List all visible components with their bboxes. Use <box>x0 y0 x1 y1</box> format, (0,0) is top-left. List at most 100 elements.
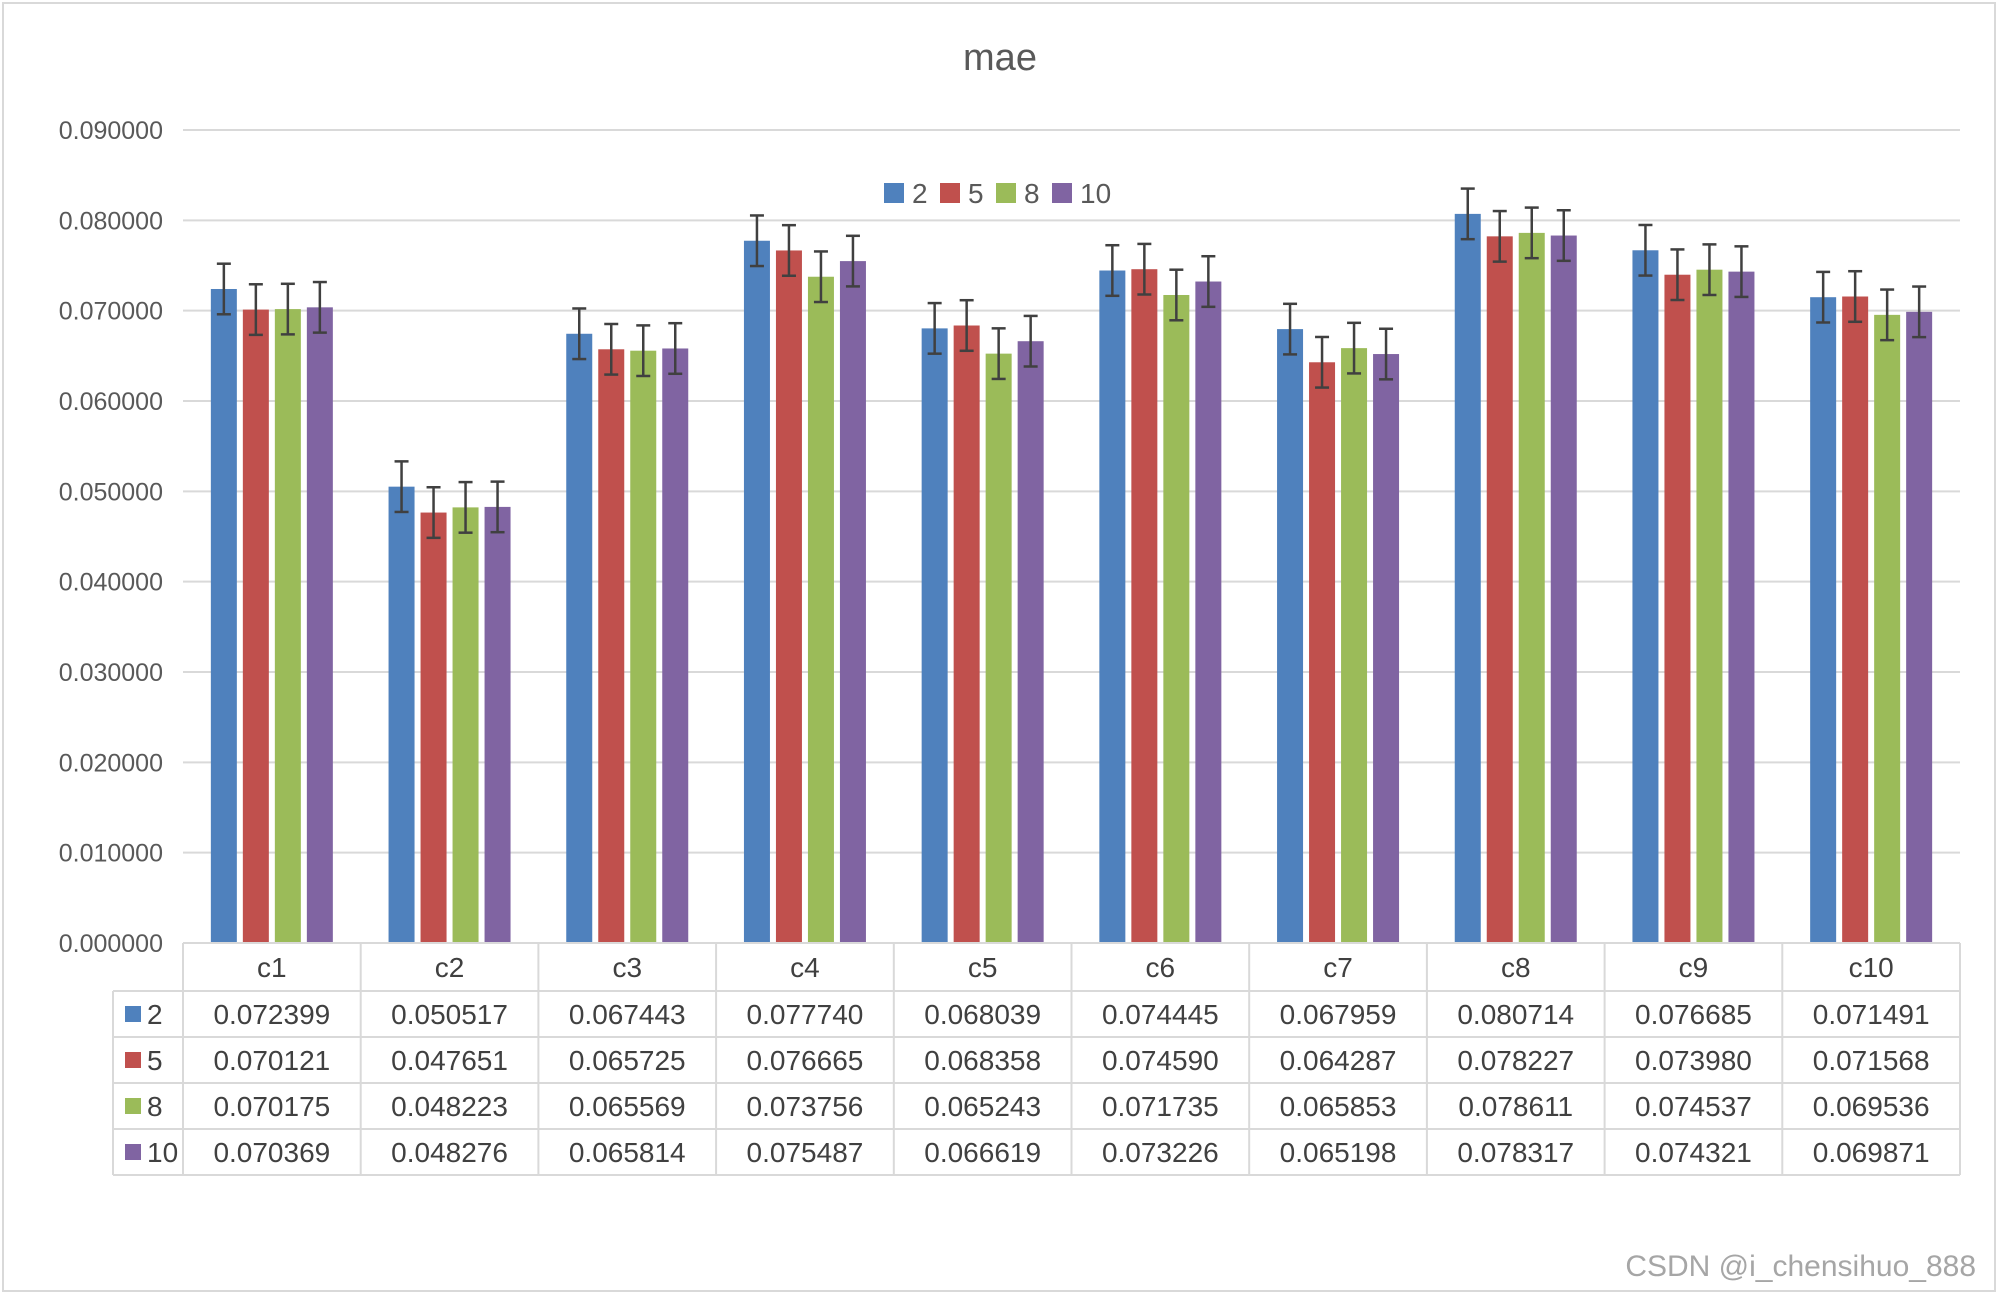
bar-c9-series-5 <box>1664 274 1691 943</box>
bar-c3-series-10 <box>662 348 689 943</box>
bar-c5-series-10 <box>1017 341 1044 943</box>
error-bar-c3-series-8 <box>636 324 651 378</box>
legend-swatch-10 <box>1052 183 1072 203</box>
table-cell: 0.065243 <box>924 1091 1041 1122</box>
y-tick-label: 0.000000 <box>59 930 163 958</box>
error-bar-c6-series-8 <box>1169 268 1184 322</box>
table-cell: 0.073980 <box>1635 1045 1752 1076</box>
table-key-label-5: 5 <box>147 1045 163 1076</box>
bar-c6-series-2 <box>1099 270 1126 943</box>
y-tick-label: 0.060000 <box>59 388 163 416</box>
error-bar-c6-series-10 <box>1201 254 1216 309</box>
table-cell: 0.064287 <box>1280 1045 1397 1076</box>
error-bar-c3-series-10 <box>668 321 683 376</box>
error-bar-c1-series-8 <box>280 282 295 336</box>
table-cell: 0.065569 <box>569 1091 686 1122</box>
error-bar-c4-series-2 <box>749 214 764 268</box>
error-bar-c6-series-2 <box>1105 243 1120 298</box>
y-tick-label: 0.020000 <box>59 749 163 777</box>
bar-c9-series-2 <box>1632 250 1659 944</box>
table-cell: 0.076665 <box>747 1045 864 1076</box>
table-cell: 0.078611 <box>1458 1091 1573 1122</box>
error-bars <box>216 187 1927 540</box>
table-cell: 0.068358 <box>924 1045 1041 1076</box>
error-bar-c8-series-8 <box>1524 206 1539 260</box>
error-bar-c5-series-2 <box>927 301 942 355</box>
table-cell: 0.065853 <box>1280 1091 1397 1122</box>
legend-label-8: 8 <box>1024 178 1040 209</box>
bar-c2-series-5 <box>420 512 447 943</box>
table-cell: 0.072399 <box>213 999 330 1030</box>
bar-c8-series-2 <box>1454 213 1481 943</box>
table-cell: 0.067443 <box>569 999 686 1030</box>
x-tick-label: c7 <box>1323 952 1353 983</box>
bar-c4-series-5 <box>775 250 802 944</box>
bar-c6-series-8 <box>1163 294 1190 943</box>
error-bar-c9-series-5 <box>1670 248 1685 302</box>
error-bar-c6-series-5 <box>1137 242 1152 296</box>
table-cell: 0.074321 <box>1635 1137 1752 1168</box>
y-tick-label: 0.090000 <box>59 117 163 145</box>
table-cell: 0.065725 <box>569 1045 686 1076</box>
bar-c4-series-8 <box>807 276 834 944</box>
error-bar-c2-series-10 <box>490 480 505 534</box>
bar-c2-series-2 <box>388 486 415 943</box>
error-bar-c10-series-5 <box>1848 269 1863 324</box>
table-cell: 0.074445 <box>1102 999 1219 1030</box>
table-cell: 0.048223 <box>391 1091 508 1122</box>
bar-c6-series-5 <box>1131 269 1158 943</box>
table-cell: 0.047651 <box>391 1045 508 1076</box>
table-cell: 0.080714 <box>1457 999 1574 1030</box>
watermark: CSDN @i_chensihuo_888 <box>1625 1250 1976 1283</box>
legend-label-2: 2 <box>912 178 928 209</box>
bar-c5-series-2 <box>921 328 948 943</box>
table-cell: 0.073756 <box>747 1091 864 1122</box>
error-bar-c4-series-5 <box>781 223 796 278</box>
error-bar-c7-series-8 <box>1347 321 1362 375</box>
table-cell: 0.078317 <box>1457 1137 1574 1168</box>
table-cell: 0.074537 <box>1635 1091 1752 1122</box>
error-bar-c4-series-8 <box>813 250 828 304</box>
bar-c7-series-8 <box>1341 348 1368 943</box>
error-bar-c10-series-10 <box>1912 285 1927 339</box>
table-cell: 0.074590 <box>1102 1045 1219 1076</box>
bar-c9-series-10 <box>1728 271 1755 943</box>
y-tick-label: 0.080000 <box>59 207 163 235</box>
legend-swatch-5 <box>940 183 960 203</box>
table-cell: 0.070175 <box>213 1091 330 1122</box>
bar-c3-series-5 <box>598 349 625 943</box>
table-cell: 0.065814 <box>569 1137 686 1168</box>
error-bar-c2-series-2 <box>394 460 409 514</box>
error-bar-c9-series-2 <box>1638 223 1653 277</box>
error-bar-c1-series-10 <box>312 280 327 334</box>
table-cell: 0.071491 <box>1813 999 1930 1030</box>
error-bar-c2-series-5 <box>426 486 441 540</box>
table-cell: 0.070121 <box>213 1045 330 1076</box>
bar-c7-series-2 <box>1277 329 1304 943</box>
y-tick-label: 0.050000 <box>59 478 163 506</box>
bar-c6-series-10 <box>1195 281 1222 943</box>
error-bar-c8-series-5 <box>1492 209 1507 263</box>
table-key-swatch-10 <box>125 1144 141 1160</box>
x-tick-label: c3 <box>612 952 642 983</box>
y-tick-label: 0.040000 <box>59 569 163 597</box>
error-bar-c7-series-2 <box>1283 302 1298 356</box>
bar-c10-series-8 <box>1874 314 1901 943</box>
legend-swatch-2 <box>884 183 904 203</box>
table-cell: 0.076685 <box>1635 999 1752 1030</box>
bar-c4-series-2 <box>743 240 770 944</box>
bar-c2-series-10 <box>484 506 511 943</box>
bar-c4-series-10 <box>839 261 866 943</box>
error-bar-c8-series-2 <box>1460 187 1475 241</box>
bar-c10-series-2 <box>1810 297 1837 943</box>
data-table: c1 c2 c3 c4 c5 c6 c7 c8 c9 c10 2 0.072399 0.050517 0.… <box>112 942 1961 1176</box>
table-cell: 0.070369 <box>213 1137 330 1168</box>
bar-c9-series-8 <box>1696 269 1723 943</box>
table-cell: 0.077740 <box>747 999 864 1030</box>
table-cell: 0.068039 <box>924 999 1041 1030</box>
bar-c1-series-5 <box>242 309 269 944</box>
table-cell: 0.065198 <box>1280 1137 1397 1168</box>
table-cell: 0.069871 <box>1813 1137 1930 1168</box>
x-tick-label: c5 <box>968 952 998 983</box>
